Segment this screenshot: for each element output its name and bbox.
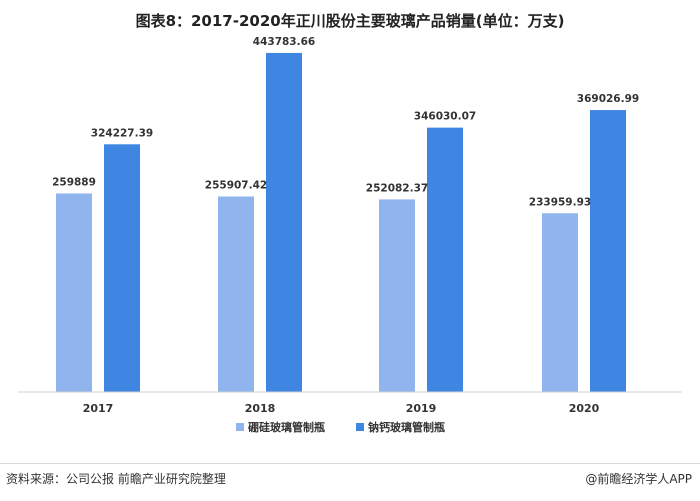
bar-soda-lime-2020 [590,110,626,392]
data-label-soda-lime-2018: 443783.66 [253,36,315,48]
legend-swatch [356,423,364,431]
x-tick-label-2018: 2018 [245,402,276,415]
x-tick-label-2017: 2017 [83,402,114,415]
data-label-borosilicate-2020: 233959.93 [529,196,591,208]
app-credit: @前瞻经济学人APP [585,472,692,486]
legend-swatch [236,423,244,431]
data-label-borosilicate-2017: 259889 [52,176,96,188]
footer-divider [0,463,700,464]
legend-label: 钠钙玻璃管制瓶 [368,420,445,434]
bar-borosilicate-2018 [218,196,254,392]
data-label-borosilicate-2018: 255907.42 [205,179,267,191]
bar-soda-lime-2018 [266,52,302,393]
chart-area: 259889 255907.42 252082.37 233959.93 324227.… [18,36,682,434]
chart-title: 图表8：2017-2020年正川股份主要玻璃产品销量(单位：万支) [135,12,565,30]
data-label-soda-lime-2019: 346030.07 [414,111,476,123]
bar-soda-lime-2019 [427,127,463,392]
data-label-soda-lime-2017: 324227.39 [91,127,153,139]
x-tick-label-2019: 2019 [406,402,437,415]
bar-borosilicate-2020 [542,213,578,392]
legend-item-soda-lime: 钠钙玻璃管制瓶 [356,420,445,434]
bar-soda-lime-2017 [104,144,140,392]
x-tick-label-2020: 2020 [569,402,600,415]
legend-label: 硼硅玻璃管制瓶 [248,420,325,434]
legend: 硼硅玻璃管制瓶 钠钙玻璃管制瓶 [236,420,445,434]
bar-borosilicate-2019 [379,199,415,392]
source-note: 资料来源：公司公报 前瞻产业研究院整理 [6,472,226,486]
data-label-soda-lime-2020: 369026.99 [577,93,639,105]
bar-borosilicate-2017 [56,193,92,392]
data-label-borosilicate-2019: 252082.37 [366,182,428,194]
legend-item-borosilicate: 硼硅玻璃管制瓶 [236,420,325,434]
